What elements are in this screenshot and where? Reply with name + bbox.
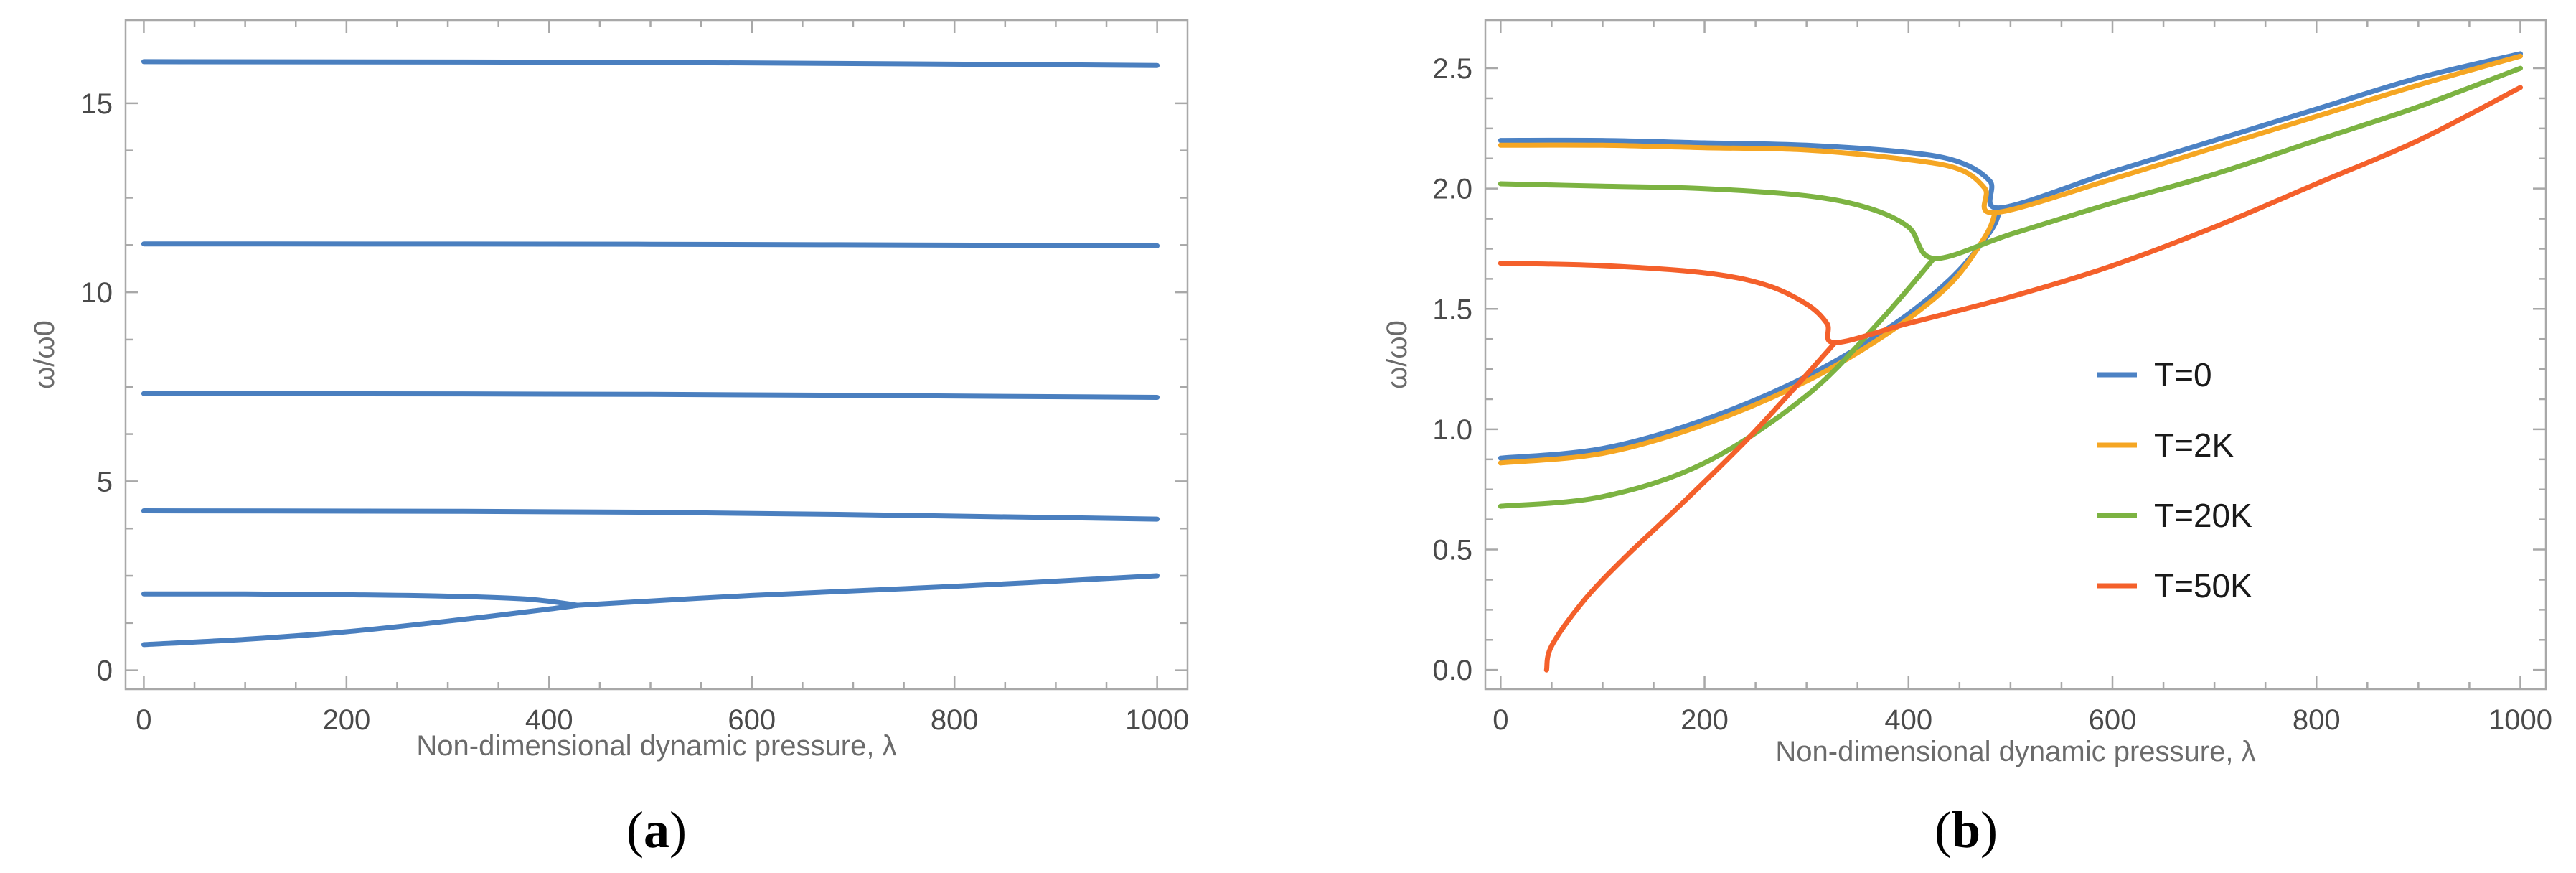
series-line-4 bbox=[141, 508, 1160, 522]
x-tick-label: 400 bbox=[525, 704, 573, 736]
series-line-3 bbox=[575, 573, 1160, 608]
y-tick-label: 0.5 bbox=[1432, 535, 1472, 566]
x-tick-label: 800 bbox=[931, 704, 979, 736]
y-tick-label: 5 bbox=[97, 466, 113, 498]
x-tick-label: 1000 bbox=[1125, 704, 1189, 736]
legend-entry: T=20K bbox=[2154, 497, 2252, 534]
legend-entry: T=0 bbox=[2154, 356, 2212, 393]
series-line-7 bbox=[141, 59, 1160, 68]
panel-label-open: ( bbox=[626, 801, 644, 859]
curves bbox=[141, 59, 1160, 648]
y-axis-label: ω/ω0 bbox=[1381, 320, 1413, 389]
series-line-6 bbox=[141, 241, 1160, 248]
panel-label: (a) bbox=[626, 801, 687, 859]
panel-label-close: ) bbox=[669, 801, 687, 859]
x-tick-label: 200 bbox=[1680, 704, 1729, 736]
panel-label-close: ) bbox=[1980, 801, 1998, 859]
series-line-3 bbox=[1498, 65, 2523, 261]
plot-frame bbox=[124, 19, 1189, 691]
chart-a: 0 200 400 600 800 1000 0 5 10 15 Non-dimensional d… bbox=[29, 19, 1189, 859]
series-line-4-branch bbox=[1543, 340, 1838, 673]
series-line-2 bbox=[141, 591, 580, 608]
x-axis-label: Non-dimensional dynamic pressure, λ bbox=[1775, 736, 2255, 767]
series-line-5 bbox=[141, 391, 1160, 400]
x-tick-label: 400 bbox=[1884, 704, 1932, 736]
series-line-2 bbox=[1498, 53, 2523, 215]
series-line-2-branch bbox=[1498, 210, 1998, 466]
x-tick-label: 800 bbox=[2293, 704, 2341, 736]
series-line-1 bbox=[141, 602, 580, 648]
plot-frame bbox=[1484, 19, 2547, 691]
legend: T=0 T=2K T=20K T=50K bbox=[2097, 356, 2252, 604]
x-tick-label: 600 bbox=[728, 704, 776, 736]
chart-b: 0 200 400 600 800 1000 0.0 0.5 1.0 1.5 2.0 2.5 Non-d… bbox=[1381, 19, 2552, 859]
panel-label-letter: b bbox=[1952, 801, 1980, 859]
curves bbox=[1498, 51, 2523, 673]
panel-label: (b) bbox=[1935, 801, 1998, 859]
x-tick-label: 600 bbox=[2089, 704, 2137, 736]
x-axis-label: Non-dimensional dynamic pressure, λ bbox=[416, 730, 896, 762]
x-tick-label: 0 bbox=[136, 704, 151, 736]
legend-entry: T=50K bbox=[2154, 567, 2252, 604]
y-tick-label: 1.5 bbox=[1432, 294, 1472, 325]
series-line-4 bbox=[1498, 85, 2523, 345]
y-tick-label: 2.0 bbox=[1432, 174, 1472, 205]
y-axis-label: ω/ω0 bbox=[29, 320, 60, 389]
x-tick-label: 200 bbox=[322, 704, 370, 736]
y-tick-label: 1.0 bbox=[1432, 414, 1472, 446]
series-line-1-branch bbox=[1498, 205, 2003, 461]
legend-entry: T=2K bbox=[2154, 426, 2234, 464]
series-line-1 bbox=[1498, 51, 2523, 211]
panel-label-open: ( bbox=[1935, 801, 1952, 859]
y-tick-label: 2.5 bbox=[1432, 53, 1472, 85]
panel-label-letter: a bbox=[644, 801, 669, 859]
y-tick-label: 10 bbox=[81, 277, 113, 309]
y-tick-label: 0 bbox=[97, 655, 113, 687]
x-tick-label: 0 bbox=[1493, 704, 1508, 736]
y-tick-label: 15 bbox=[81, 88, 113, 120]
x-tick-label: 1000 bbox=[2488, 704, 2552, 736]
y-tick-label: 0.0 bbox=[1432, 655, 1472, 686]
